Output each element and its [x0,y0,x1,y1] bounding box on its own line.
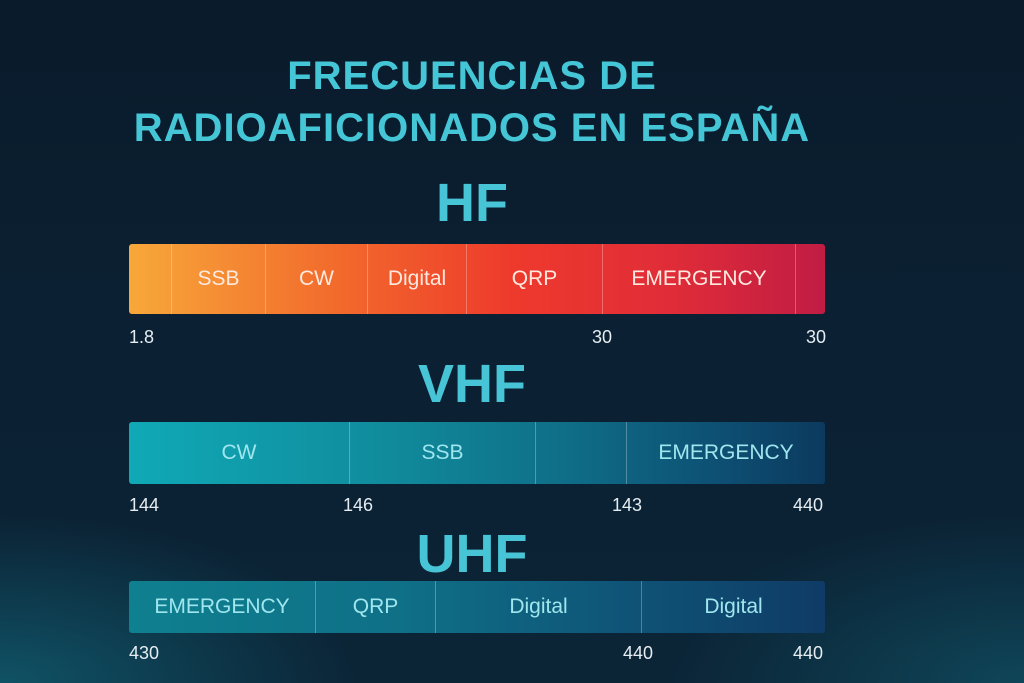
hf-band-bar: SSB CW Digital QRP EMERGENCY [129,244,825,314]
hf-tick-1: 1.8 [129,327,155,347]
hf-segment-start [129,244,172,314]
vhf-tick-3: 143 [612,495,643,515]
hf-segment-emergency: EMERGENCY [603,244,796,314]
title-line-1: FRECUENCIAS DE [287,54,657,98]
hf-segment-cw: CW [266,244,368,314]
hf-heading: HF [436,173,508,233]
hf-tick-3: 30 [806,327,827,347]
hf-segment-end [796,244,825,314]
uhf-segment-digital-2: Digital [704,595,763,618]
hf-segment-qrp: QRP [467,244,603,314]
uhf-tick-3: 440 [793,643,824,663]
uhf-tick-1: 430 [129,643,160,663]
uhf-heading: UHF [416,524,528,584]
uhf-tick-2: 440 [623,643,654,663]
vhf-tick-2: 146 [343,495,374,515]
vhf-segment-ssb: SSB [350,422,536,484]
uhf-segment-digital-1: Digital [436,581,642,633]
title-line-2: RADIOAFICIONADOS EN ESPAÑA [133,106,811,150]
vhf-band-bar: CW SSB EMERGENCY [129,422,825,484]
vhf-tick-1: 144 [129,495,160,515]
uhf-segment-emergency: EMERGENCY [129,581,316,633]
vhf-segment-blank [536,422,627,484]
hf-segment-digital: Digital [368,244,467,314]
vhf-tick-4: 440 [793,495,824,515]
hf-tick-2: 30 [592,327,613,347]
vhf-segment-cw: CW [129,422,350,484]
hf-segment-ssb: SSB [172,244,266,314]
vhf-segment-emergency: EMERGENCY [658,441,794,464]
uhf-segment-qrp: QRP [316,581,436,633]
page-title: FRECUENCIAS DE RADIOAFICIONADOS EN ESPAÑ… [0,50,944,154]
vhf-heading: VHF [418,354,526,414]
uhf-band-bar: EMERGENCY QRP Digital Digital [129,581,825,633]
